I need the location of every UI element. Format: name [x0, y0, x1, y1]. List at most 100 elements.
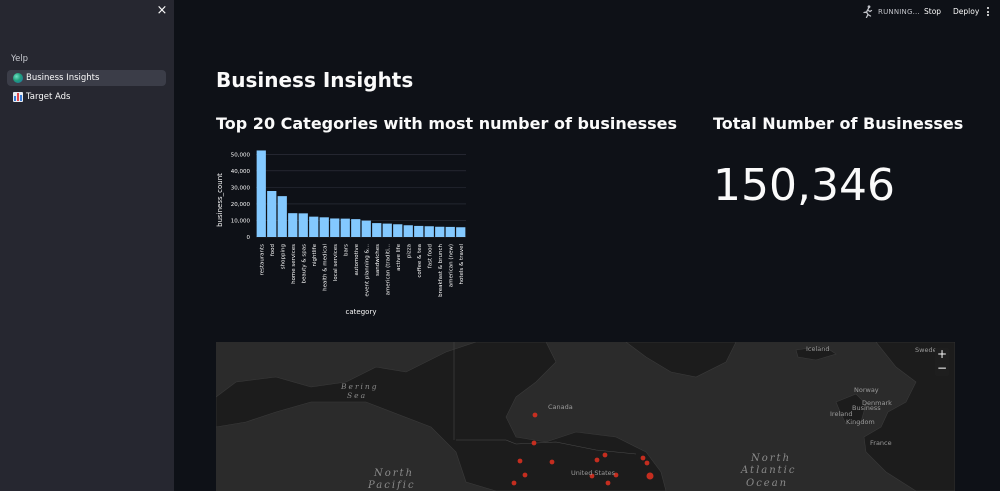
- sidebar-section-label: Yelp: [11, 54, 29, 64]
- y-tick-label: 10,000: [231, 218, 251, 224]
- x-tick-label: fast food: [427, 244, 433, 268]
- bar-12[interactable]: [382, 223, 392, 237]
- map-label-ireland: Ireland: [830, 410, 853, 418]
- bar-3[interactable]: [288, 213, 298, 237]
- map-label-denmark: Denmark: [862, 399, 892, 407]
- deploy-button[interactable]: Deploy: [953, 7, 980, 16]
- x-tick-label: home services: [291, 244, 297, 284]
- globe-icon: [13, 73, 23, 83]
- x-tick-label: food: [270, 244, 276, 256]
- total-heading: Total Number of Businesses: [713, 114, 964, 133]
- bar-18[interactable]: [445, 226, 455, 237]
- map-label-north-atlantic-1: North: [751, 453, 792, 464]
- zoom-in-button[interactable]: +: [936, 347, 948, 361]
- bar-19[interactable]: [456, 227, 466, 237]
- bar-13[interactable]: [393, 224, 403, 237]
- x-tick-label: coffee & tea: [417, 244, 423, 278]
- map-point[interactable]: [605, 480, 611, 486]
- main-menu-icon[interactable]: [985, 6, 991, 18]
- map-basemap: [216, 342, 955, 491]
- total-businesses-metric: 150,346: [713, 160, 895, 211]
- bar-chart-icon: [13, 92, 23, 102]
- y-tick-label: 20,000: [231, 202, 251, 208]
- x-axis-label: category: [346, 308, 377, 316]
- business-map[interactable]: Iceland Swede Norway Denmark Ireland Kin…: [216, 342, 955, 491]
- map-label-north-atlantic-3: Ocean: [746, 478, 789, 489]
- map-label-france: France: [870, 439, 892, 447]
- map-point[interactable]: [646, 472, 654, 480]
- bar-17[interactable]: [435, 226, 445, 237]
- map-point[interactable]: [602, 452, 608, 458]
- sidebar-item-label: Target Ads: [26, 92, 71, 102]
- x-tick-label: hotels & travel: [459, 244, 465, 285]
- map-point[interactable]: [517, 458, 523, 464]
- x-tick-label: local services: [333, 244, 339, 281]
- map-label-north-pacific-2: Pacific: [368, 480, 416, 491]
- map-point[interactable]: [644, 460, 650, 466]
- map-point[interactable]: [511, 480, 517, 486]
- map-label-united-states: United States: [571, 469, 616, 477]
- map-label-canada: Canada: [548, 403, 573, 411]
- map-label-iceland: Iceland: [806, 345, 830, 353]
- x-tick-label: bars: [343, 244, 349, 256]
- x-tick-label: pizza: [406, 244, 412, 258]
- x-tick-label: sandwiches: [375, 244, 381, 276]
- bar-7[interactable]: [330, 218, 340, 237]
- map-label-business: Business: [852, 404, 881, 412]
- map-zoom-control: + −: [935, 348, 949, 376]
- x-tick-label: shopping: [280, 244, 286, 269]
- map-point[interactable]: [613, 472, 619, 478]
- map-point[interactable]: [594, 457, 600, 463]
- page-title: Business Insights: [216, 68, 414, 92]
- bar-16[interactable]: [424, 226, 434, 237]
- map-point[interactable]: [549, 459, 555, 465]
- x-tick-label: breakfast & brunch: [438, 243, 444, 296]
- bar-9[interactable]: [351, 219, 361, 237]
- map-point[interactable]: [522, 472, 528, 478]
- bar-4[interactable]: [298, 213, 308, 237]
- x-tick-label: health & medical: [322, 244, 328, 291]
- y-axis-label: business_count: [216, 173, 224, 227]
- bar-14[interactable]: [403, 225, 413, 237]
- bar-6[interactable]: [319, 217, 329, 237]
- sidebar-item-business-insights[interactable]: Business Insights: [7, 70, 166, 86]
- sidebar-item-target-ads[interactable]: Target Ads: [7, 89, 166, 105]
- bar-10[interactable]: [361, 220, 371, 237]
- x-tick-label: nightlife: [312, 243, 318, 266]
- map-point[interactable]: [532, 412, 538, 418]
- map-label-sweden: Swede: [915, 346, 937, 354]
- map-label-north-pacific-1: North: [374, 468, 415, 479]
- bar-15[interactable]: [414, 225, 424, 237]
- map-label-bering: Bering: [341, 382, 379, 391]
- y-tick-label: 0: [247, 235, 251, 241]
- bar-11[interactable]: [372, 223, 382, 237]
- x-tick-label: active life: [396, 243, 402, 270]
- running-man-icon: [863, 5, 873, 18]
- map-label-north-atlantic-2: Atlantic: [741, 465, 797, 476]
- x-tick-label: automotive: [354, 243, 360, 275]
- map-label-norway: Norway: [854, 386, 879, 394]
- x-tick-label: event planning &...: [364, 244, 370, 297]
- bar-0[interactable]: [256, 150, 266, 237]
- map-point[interactable]: [531, 440, 537, 446]
- map-label-sea: Sea: [347, 391, 368, 400]
- close-sidebar-icon[interactable]: ×: [156, 3, 168, 18]
- bar-1[interactable]: [267, 191, 277, 237]
- y-tick-label: 50,000: [231, 152, 251, 158]
- map-point[interactable]: [640, 455, 646, 461]
- x-tick-label: beauty & spas: [301, 244, 307, 284]
- zoom-out-button[interactable]: −: [936, 361, 948, 375]
- sidebar: × Yelp Business Insights Target Ads: [0, 0, 174, 491]
- stop-button[interactable]: Stop: [924, 7, 942, 16]
- running-status: RUNNING...: [878, 8, 920, 16]
- bar-2[interactable]: [277, 196, 287, 237]
- bar-5[interactable]: [309, 216, 319, 237]
- x-tick-label: restaurants: [259, 244, 265, 276]
- x-tick-label: american (traditi...: [385, 244, 391, 296]
- map-label-uk: Kingdom: [846, 418, 875, 426]
- sidebar-item-label: Business Insights: [26, 73, 100, 83]
- category-bar-chart: 0 10,000 20,000 30,000 40,000 50,000 restaura…: [216, 150, 466, 316]
- bar-8[interactable]: [340, 218, 350, 237]
- map-point[interactable]: [589, 473, 595, 479]
- categories-heading: Top 20 Categories with most number of bu…: [216, 114, 677, 133]
